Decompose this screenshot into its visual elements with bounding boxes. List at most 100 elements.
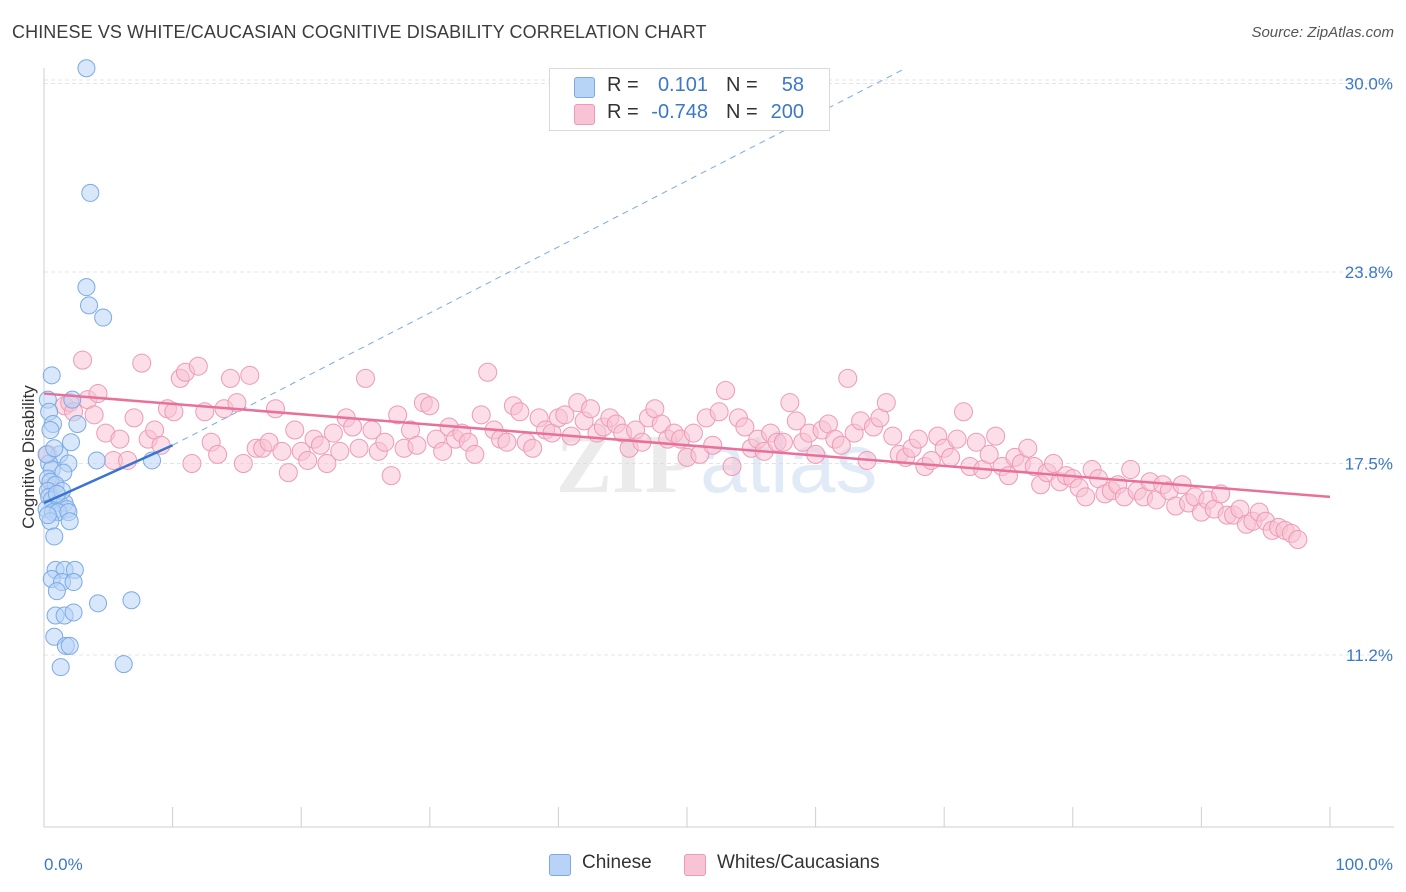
data-point-white	[555, 405, 575, 425]
legend-r-label: R =	[607, 74, 639, 96]
trend-line-chinese-extension	[172, 67, 906, 446]
trend-lines	[43, 67, 1331, 505]
data-point-white	[285, 420, 305, 440]
data-point-chinese	[87, 451, 106, 470]
data-point-chinese	[47, 582, 66, 601]
data-point-white	[1018, 438, 1038, 458]
data-point-white	[433, 441, 453, 461]
data-point-white	[1288, 529, 1308, 549]
data-point-chinese	[45, 527, 64, 546]
legend-n-label: N =	[726, 74, 758, 96]
data-point-white	[838, 368, 858, 388]
data-point-chinese	[77, 59, 96, 78]
data-point-chinese	[60, 512, 79, 531]
data-point-chinese	[38, 506, 57, 525]
data-point-chinese	[89, 594, 108, 613]
data-point-chinese	[63, 390, 82, 409]
tick-labels: 11.2% 17.5% 23.8% 30.0% 0.0% 100.0% Cognitive …	[19, 74, 1393, 874]
data-point-chinese	[114, 655, 133, 674]
data-point-white	[407, 435, 427, 455]
data-point-white	[1121, 460, 1141, 480]
x-tick-label: 100.0%	[1335, 855, 1393, 874]
y-tick-label: 17.5%	[1345, 454, 1393, 473]
data-point-white	[388, 405, 408, 425]
data-point-white	[265, 399, 285, 419]
y-axis-label: Cognitive Disability	[19, 385, 38, 529]
x-tick-label: 0.0%	[44, 855, 83, 874]
data-point-white	[908, 429, 928, 449]
data-point-white	[110, 429, 130, 449]
data-point-white	[780, 393, 800, 413]
y-tick-label: 30.0%	[1345, 74, 1393, 93]
data-point-chinese	[45, 439, 64, 458]
data-point-white	[953, 402, 973, 422]
legend-r-value: 0.101	[657, 74, 708, 96]
data-point-white	[773, 432, 793, 452]
legend-r-label: R =	[607, 101, 639, 123]
data-point-white	[703, 435, 723, 455]
data-point-chinese	[60, 636, 79, 655]
data-point-white	[465, 444, 485, 464]
data-point-white	[947, 429, 967, 449]
data-point-white	[84, 405, 104, 425]
data-point-white	[478, 362, 498, 382]
data-point-white	[1076, 487, 1096, 507]
data-point-white	[831, 435, 851, 455]
legend-n-label: N =	[726, 101, 758, 123]
data-point-white	[220, 368, 240, 388]
data-point-white	[883, 426, 903, 446]
data-point-white	[310, 435, 330, 455]
data-point-white	[233, 453, 253, 473]
data-point-white	[317, 453, 337, 473]
data-point-white	[716, 381, 736, 401]
data-point-chinese	[42, 366, 61, 385]
data-point-white	[523, 438, 543, 458]
data-point-white	[182, 453, 202, 473]
data-point-white	[497, 432, 517, 452]
legend-swatch-chinese	[574, 77, 595, 98]
data-point-white	[510, 402, 530, 422]
data-point-white	[259, 432, 279, 452]
legend-n-value: 58	[781, 74, 804, 96]
data-point-white	[272, 441, 292, 461]
data-point-white	[709, 402, 729, 422]
data-point-white	[227, 393, 247, 413]
data-point-white	[722, 457, 742, 477]
data-point-white	[420, 396, 440, 416]
y-tick-label: 23.8%	[1345, 263, 1393, 282]
series-chinese	[37, 59, 162, 677]
data-point-chinese	[80, 296, 99, 315]
data-point-chinese	[122, 591, 141, 610]
data-point-white	[941, 447, 961, 467]
trend-line-whites	[43, 392, 1331, 499]
data-point-white	[356, 368, 375, 388]
data-point-white	[966, 432, 986, 452]
data-point-chinese	[81, 183, 100, 202]
data-point-white	[1044, 453, 1064, 473]
data-point-white	[88, 384, 108, 404]
data-point-white	[188, 356, 208, 376]
data-point-chinese	[77, 278, 96, 297]
data-point-white	[73, 350, 93, 370]
data-point-white	[330, 441, 350, 461]
bottom-legend-swatch-chinese	[549, 854, 571, 876]
legend-row-whites: R = -0.748 N = 200	[550, 101, 829, 127]
legend-n-value: 200	[770, 101, 804, 123]
data-point-white	[208, 444, 228, 464]
legend-row-chinese: R = 0.101 N = 58	[550, 74, 829, 100]
data-point-white	[349, 438, 369, 458]
bottom-legend-label-chinese: Chinese	[582, 852, 652, 873]
data-point-white	[298, 450, 318, 470]
data-point-white	[979, 444, 999, 464]
series-white-caucasians	[38, 350, 1308, 549]
data-point-white	[735, 417, 755, 437]
data-point-chinese	[62, 433, 81, 452]
data-point-white	[683, 423, 703, 443]
y-tick-label: 11.2%	[1346, 646, 1393, 665]
data-point-white	[278, 463, 298, 483]
data-point-white	[240, 365, 260, 385]
bottom-legend-label-whites: Whites/Caucasians	[717, 852, 880, 873]
trend-line-chinese	[43, 444, 174, 505]
data-point-chinese	[51, 658, 70, 677]
